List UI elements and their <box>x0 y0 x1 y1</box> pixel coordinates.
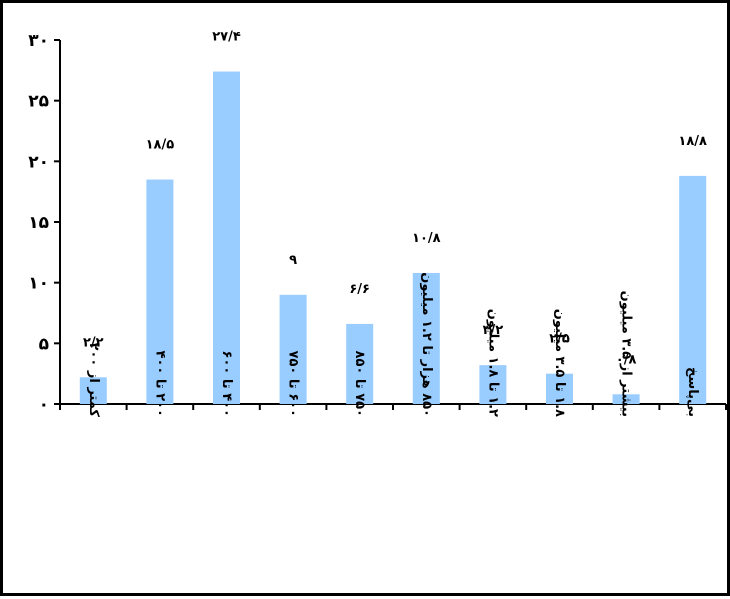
data-label: ۶/۶ <box>349 282 370 297</box>
data-labels: ۲/۲۱۸/۵۲۷/۴۹۶/۶۱۰/۸۳/۲۲/۵۰/۸۱۸/۸ <box>83 30 707 368</box>
bars <box>80 72 706 404</box>
data-label: ۱۸/۸ <box>678 134 707 149</box>
category-label: ۸۵۰ هزار تا ۱.۲ میلیون <box>419 272 434 417</box>
data-label: ۲۷/۴ <box>212 30 241 45</box>
y-tick-label: ۳۰ <box>28 31 49 51</box>
data-label: ۱۰/۸ <box>412 231 441 246</box>
data-label: ۹ <box>289 253 297 268</box>
data-label: ۱۸/۵ <box>146 138 175 153</box>
category-label: کمتر از ۲۰۰ <box>86 343 101 418</box>
y-tick-label: ۰ <box>39 395 49 415</box>
category-labels: کمتر از ۲۰۰ ۲۰۰ تا ۴۰۰ ۴۰۰ تا ۶۰۰ ۶۰۰ تا ۷۵… <box>86 272 700 417</box>
category-label: ۴۰۰ تا ۶۰۰ <box>219 351 234 417</box>
category-label: ۱.۲ تا ۱.۸ میلیون <box>485 309 500 417</box>
category-label: بیشتر از ۳.۵ میلیون <box>619 291 634 417</box>
y-tick-label: ۲۰ <box>28 152 49 172</box>
category-label: ۶۰۰ تا ۷۵۰ <box>286 351 301 417</box>
category-label: ۲۰۰ تا ۴۰۰ <box>152 351 167 417</box>
category-label: بی‌پاسخ <box>685 367 700 417</box>
y-tick-label: ۱۵ <box>28 213 49 233</box>
y-tick-label: ۲۵ <box>28 92 49 112</box>
category-label: ۷۵۰ تا ۸۵۰ <box>352 351 367 417</box>
y-tick-label: ۱۰ <box>28 274 49 294</box>
y-tick-label: ۵ <box>39 334 49 354</box>
category-label: ۱.۸ تا ۳.۵ میلیون <box>552 309 567 417</box>
